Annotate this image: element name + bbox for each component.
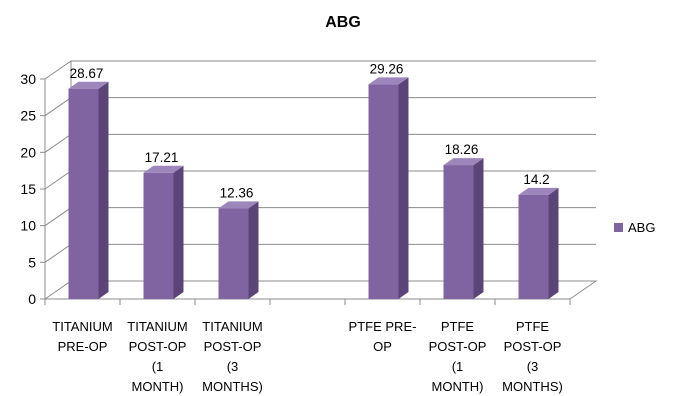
y-axis-ticks: 0 5 10 15 20 25 30 bbox=[20, 71, 45, 307]
bar-side bbox=[173, 165, 184, 299]
data-label: 12.36 bbox=[220, 185, 254, 200]
bar-side bbox=[98, 81, 109, 300]
y-tick-label: 5 bbox=[28, 254, 36, 270]
data-label: 28.67 bbox=[70, 66, 104, 81]
legend-swatch bbox=[614, 223, 623, 232]
bars bbox=[68, 77, 559, 300]
x-category-label: OP bbox=[373, 339, 392, 354]
x-category-label: POST-OP bbox=[129, 339, 187, 354]
bar bbox=[68, 88, 99, 300]
x-category-label: PTFE bbox=[441, 319, 475, 334]
bar-top bbox=[68, 81, 109, 89]
bar-side bbox=[248, 201, 259, 299]
data-label: 18.26 bbox=[445, 142, 479, 157]
bar-top bbox=[218, 201, 259, 209]
y-tick-label: 20 bbox=[20, 144, 36, 160]
x-category-label: MONTH) bbox=[432, 379, 484, 394]
gridline bbox=[44, 207, 596, 227]
data-label: 29.26 bbox=[370, 61, 404, 76]
bar bbox=[218, 208, 249, 299]
x-category-label: MONTH) bbox=[132, 379, 184, 394]
gridline bbox=[44, 60, 596, 80]
bar bbox=[143, 172, 174, 299]
bar-side bbox=[398, 77, 409, 299]
y-tick-label: 10 bbox=[20, 218, 36, 234]
bar-top bbox=[518, 187, 559, 195]
floor-outline bbox=[44, 280, 598, 300]
y-tick-label: 0 bbox=[28, 291, 36, 307]
gridline bbox=[44, 243, 596, 263]
gridline bbox=[44, 97, 596, 117]
x-category-label: PTFE bbox=[516, 319, 550, 334]
y-tick-label: 15 bbox=[20, 181, 36, 197]
x-category-label: TITANIUM bbox=[127, 319, 187, 334]
x-axis-labels: TITANIUM PRE-OP TITANIUM POST-OP (1 MONTH) TIT… bbox=[52, 319, 563, 394]
legend: ABG bbox=[614, 220, 655, 235]
x-category-label: (3 bbox=[527, 359, 539, 374]
x-category-label: (1 bbox=[452, 359, 464, 374]
data-labels: 28.67 17.21 12.36 29.26 18.26 14.2 bbox=[70, 61, 550, 200]
data-label: 14.2 bbox=[523, 172, 549, 187]
bar-top bbox=[368, 77, 409, 85]
data-label: 17.21 bbox=[145, 150, 179, 165]
bar-side bbox=[473, 158, 484, 299]
bar-top bbox=[443, 158, 484, 166]
x-category-label: (1 bbox=[152, 359, 164, 374]
y-tick-label: 25 bbox=[20, 108, 36, 124]
y-tick-label: 30 bbox=[20, 71, 36, 87]
x-category-label: TITANIUM bbox=[52, 319, 112, 334]
x-category-label: TITANIUM bbox=[202, 319, 262, 334]
x-category-label: MONTHS) bbox=[502, 379, 563, 394]
bar bbox=[368, 84, 399, 299]
bar bbox=[443, 165, 474, 299]
x-category-label: PTFE PRE- bbox=[349, 319, 417, 334]
grid-and-walls bbox=[44, 60, 598, 305]
chart-title: ABG bbox=[325, 14, 361, 31]
x-category-label: (3 bbox=[227, 359, 239, 374]
legend-label: ABG bbox=[628, 220, 655, 235]
gridline bbox=[44, 170, 596, 190]
bar-top bbox=[143, 165, 184, 173]
x-category-label: POST-OP bbox=[504, 339, 562, 354]
bar bbox=[518, 194, 549, 299]
x-category-label: PRE-OP bbox=[58, 339, 108, 354]
gridline bbox=[44, 133, 596, 153]
x-category-label: POST-OP bbox=[429, 339, 487, 354]
x-category-label: MONTHS) bbox=[202, 379, 263, 394]
x-category-label: POST-OP bbox=[204, 339, 262, 354]
bar-side bbox=[548, 187, 559, 299]
